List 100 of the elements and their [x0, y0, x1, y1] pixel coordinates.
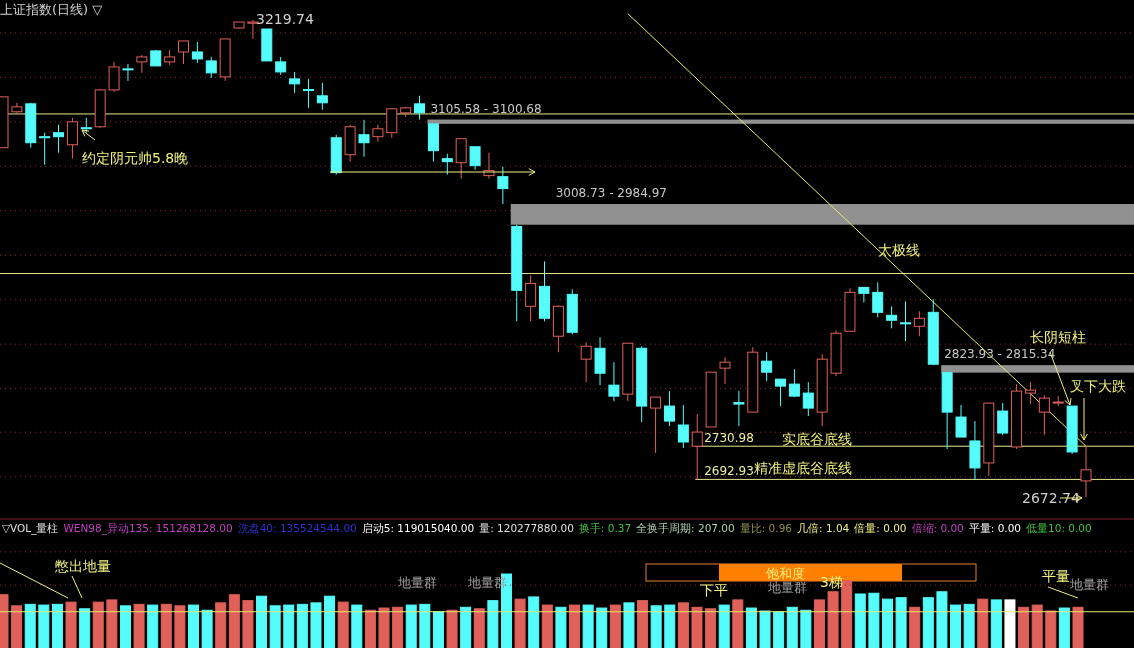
bar [228, 594, 240, 648]
text: 量比: 0.96 [739, 522, 793, 534]
bar [269, 605, 281, 648]
bar [106, 599, 118, 648]
bar [160, 603, 172, 648]
annotation: 地量群 [767, 580, 807, 595]
bar [215, 602, 227, 648]
candlestick [178, 40, 189, 65]
text: 低量10: 0.00 [1026, 522, 1092, 534]
bar [1031, 604, 1043, 648]
candlestick [663, 390, 675, 427]
bar [487, 600, 499, 648]
annotation: 下平 [700, 582, 728, 598]
annotation: 地量群 [1069, 577, 1109, 592]
bar [1058, 607, 1070, 648]
bar [528, 596, 540, 648]
candlestick [302, 78, 314, 109]
candlestick [191, 41, 203, 64]
bar [432, 611, 444, 648]
text: 几倍: 1.04 [797, 522, 850, 534]
candlestick [39, 132, 51, 166]
candlestick [441, 153, 453, 176]
bar [65, 601, 77, 648]
candlestick [913, 310, 925, 337]
bar [514, 598, 526, 648]
candlestick [414, 95, 426, 121]
bar [188, 604, 200, 648]
candlestick [386, 108, 398, 139]
candlestick [802, 381, 814, 417]
bar [174, 605, 186, 648]
bar [977, 598, 989, 648]
candlestick [677, 404, 689, 449]
bar [596, 607, 608, 648]
bar [1072, 606, 1084, 648]
candlestick [497, 166, 509, 205]
bar [24, 603, 36, 648]
bar [133, 603, 145, 648]
bar [79, 608, 91, 648]
bar [296, 603, 308, 648]
bar [732, 599, 744, 648]
candlestick [525, 274, 537, 322]
candlestick [358, 119, 370, 158]
candlestick [761, 351, 773, 382]
candlestick [372, 124, 384, 143]
bar [650, 605, 662, 648]
bar [460, 606, 472, 648]
ref-line-label: 2692.93 [704, 464, 754, 479]
bar [392, 606, 404, 648]
text: 启动5: 119015040.00 [361, 522, 475, 534]
bar [609, 604, 621, 648]
candlestick [455, 138, 467, 180]
bar [868, 592, 880, 648]
annotation: 3219.74 [256, 11, 314, 27]
bar [51, 603, 63, 648]
bar [1045, 610, 1057, 648]
bar [201, 609, 213, 648]
text: 平量: 0.00 [968, 522, 1022, 534]
bar [310, 602, 322, 648]
annotation: 精准虚底谷底线 [754, 460, 852, 476]
bar [147, 604, 159, 648]
band-label: 3008.73 - 2984.97 [555, 186, 667, 201]
chart-title: 上证指数(日线) ▽ [0, 2, 103, 17]
candlestick [469, 146, 481, 171]
text: WEN98_异动135: 151268128.00 [63, 522, 233, 535]
bar [745, 607, 757, 648]
bar [446, 609, 458, 648]
bar [582, 604, 594, 648]
bar [11, 605, 23, 648]
bar [950, 604, 962, 648]
bar [909, 606, 921, 648]
candlestick [788, 368, 800, 398]
annotation: 长阴短柱 [1030, 329, 1086, 345]
candlestick [316, 82, 328, 111]
bar [922, 597, 934, 648]
annotation: 平量 [1042, 568, 1070, 584]
bar [337, 601, 349, 648]
annotation: 饱和度 [765, 566, 805, 581]
bar [677, 602, 689, 648]
bar [800, 609, 812, 648]
candlestick [608, 361, 620, 402]
candlestick [775, 378, 787, 407]
bar [92, 601, 104, 648]
bar [705, 608, 717, 648]
candlestick [108, 61, 120, 93]
bar [963, 603, 975, 648]
annotation: 约定阴元帅5.8晚 [82, 150, 189, 166]
bar [242, 600, 254, 648]
candlestick [53, 124, 65, 154]
bar [364, 609, 376, 648]
bar [1004, 599, 1016, 648]
bar [895, 597, 907, 648]
candlestick [1080, 445, 1092, 498]
bar [473, 608, 485, 648]
annotation: 实底谷底线 [782, 431, 852, 447]
text: 倍缩: 0.00 [911, 522, 964, 534]
bar [256, 595, 268, 648]
text: 量: 120277880.00 [479, 522, 574, 534]
bar [990, 599, 1002, 648]
text: 倍量: 0.00 [854, 522, 907, 534]
bar [854, 593, 866, 648]
